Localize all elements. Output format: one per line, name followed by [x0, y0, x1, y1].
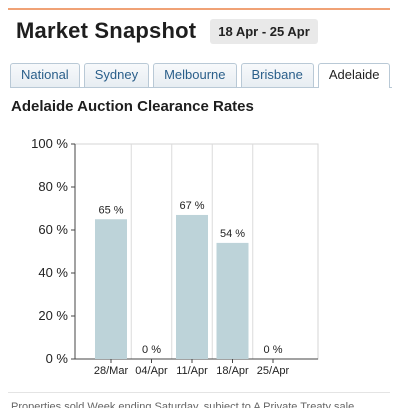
y-tick-label: 20 % — [38, 308, 68, 323]
tab-label: National — [21, 67, 69, 82]
tab-melbourne[interactable]: Melbourne — [153, 63, 237, 87]
data-label: 67 % — [179, 200, 204, 212]
x-tick-label: 11/Apr — [176, 365, 208, 377]
tab-label: Adelaide — [328, 67, 380, 82]
tab-adelaide[interactable]: Adelaide — [317, 63, 391, 88]
y-tick-label: 40 % — [38, 265, 68, 280]
y-tick-label: 0 % — [46, 351, 69, 366]
bar — [176, 214, 208, 359]
tab-label: Melbourne — [164, 67, 226, 82]
tab-sydney[interactable]: Sydney — [83, 63, 150, 87]
section-title: Adelaide Auction Clearance Rates — [11, 98, 254, 115]
tab-label: Brisbane — [251, 67, 303, 82]
bar — [95, 219, 127, 359]
x-tick-label: 25/Apr — [257, 365, 290, 377]
header-accent-rule — [8, 8, 390, 10]
data-label: 0 % — [264, 344, 283, 356]
city-tabs: National Sydney Melbourne Brisbane Adela… — [10, 63, 392, 88]
x-tick-label: 28/Mar — [94, 365, 129, 377]
data-label: 54 % — [220, 228, 245, 240]
page-title: Market Snapshot — [16, 18, 197, 43]
data-label: 0 % — [142, 344, 161, 356]
tab-label: Sydney — [94, 67, 139, 82]
date-range-badge: 18 Apr - 25 Apr — [210, 18, 318, 44]
y-tick-label: 60 % — [38, 222, 68, 237]
data-label: 65 % — [98, 204, 123, 216]
y-tick-label: 100 % — [31, 136, 68, 151]
x-tick-label: 18/Apr — [216, 365, 249, 377]
clearance-rate-chart: 0 % 20 % 40 % 60 % 80 % 100 % 65 % 28/Mar 0 % 04/… — [31, 136, 319, 377]
tab-national[interactable]: National — [10, 63, 80, 87]
header: Market Snapshot 18 Apr - 25 Apr — [16, 18, 318, 44]
footer-note: Properties sold Week ending Saturday, su… — [11, 401, 355, 408]
tab-brisbane[interactable]: Brisbane — [240, 63, 314, 87]
y-tick-label: 80 % — [38, 179, 68, 194]
footer-divider — [8, 392, 390, 393]
x-tick-label: 04/Apr — [135, 365, 168, 377]
bar — [216, 242, 249, 359]
